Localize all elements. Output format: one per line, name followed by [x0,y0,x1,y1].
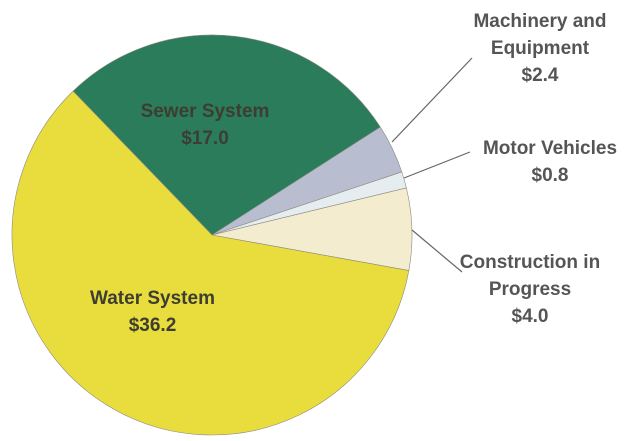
value-label: $36.2 [128,315,177,336]
slice-label: Machinery and Equipment $2.4 [455,8,625,89]
value-label: $2.4 [521,65,559,86]
pie-slice [11,90,410,436]
slice-label: Water System $36.2 [60,285,245,339]
category-label: Construction in Progress [459,252,601,300]
slice-label: Motor Vehicles $0.8 [455,135,642,189]
slice-label: Sewer System $17.0 [120,98,290,152]
value-label: $17.0 [181,128,229,149]
leader-line [411,229,463,273]
leader-line [403,151,471,179]
category-label: Water System [90,288,215,309]
category-label: Motor Vehicles [482,138,618,159]
pie [11,34,413,436]
category-label: Machinery and Equipment [473,11,607,59]
value-label: $0.8 [531,165,569,186]
slice-label: Construction in Progress $4.0 [455,249,605,330]
value-label: $4.0 [511,306,549,327]
category-label: Sewer System [140,101,270,122]
leader-line [391,57,473,143]
pie-slice [72,34,381,236]
